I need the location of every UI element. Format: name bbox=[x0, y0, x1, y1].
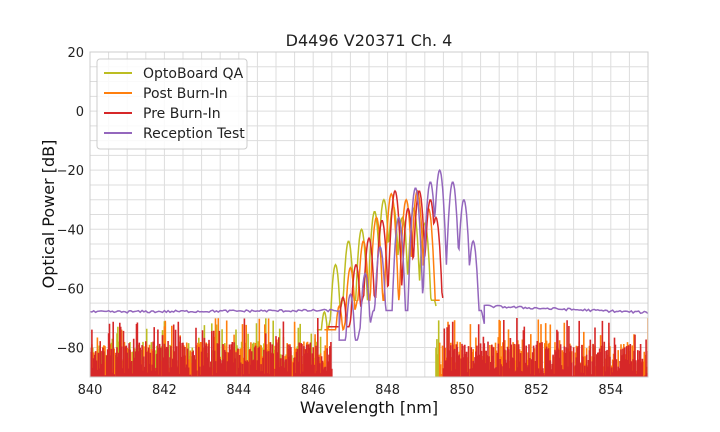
legend-box bbox=[96, 58, 248, 150]
x-tick-label: 848 bbox=[375, 383, 400, 398]
noise-floor bbox=[435, 320, 441, 377]
x-tick-label: 846 bbox=[301, 383, 326, 398]
x-tick-label: 854 bbox=[598, 383, 623, 398]
x-tick-label: 844 bbox=[226, 383, 251, 398]
series-group bbox=[90, 168, 648, 377]
series-line bbox=[324, 189, 440, 332]
series-pre-burn-in bbox=[90, 189, 648, 377]
tick-labels: 840 842 844 846 848 850 852 854 20 0 −20 −40 −60 −80 bbox=[57, 46, 624, 398]
y-axis-label: Optical Power [dB] bbox=[39, 140, 58, 289]
chart-title: D4496 V20371 Ch. 4 bbox=[286, 31, 453, 50]
x-tick-label: 850 bbox=[450, 383, 475, 398]
legend-label: Pre Burn-In bbox=[143, 106, 221, 122]
series-line bbox=[328, 189, 444, 328]
y-tick-label: −60 bbox=[57, 282, 84, 297]
series-line bbox=[90, 168, 648, 341]
noise-floor bbox=[442, 318, 648, 377]
noise-floor bbox=[90, 318, 333, 377]
y-tick-label: 20 bbox=[67, 46, 84, 61]
legend-label: OptoBoard QA bbox=[143, 66, 244, 82]
x-axis-label: Wavelength [nm] bbox=[300, 398, 438, 417]
x-tick-label: 842 bbox=[152, 383, 177, 398]
y-tick-label: 0 bbox=[76, 105, 84, 120]
plot-frame bbox=[89, 51, 649, 378]
x-tick-label: 852 bbox=[524, 383, 549, 398]
legend-label: Post Burn-In bbox=[143, 86, 228, 102]
x-tick-label: 840 bbox=[78, 383, 103, 398]
y-tick-label: −80 bbox=[57, 341, 84, 356]
y-tick-label: −20 bbox=[57, 164, 84, 179]
y-tick-label: −40 bbox=[57, 223, 84, 238]
series-reception-test bbox=[90, 168, 648, 341]
legend-label: Reception Test bbox=[143, 126, 245, 142]
legend: OptoBoard QA Post Burn-In Pre Burn-In Recep… bbox=[96, 58, 248, 150]
